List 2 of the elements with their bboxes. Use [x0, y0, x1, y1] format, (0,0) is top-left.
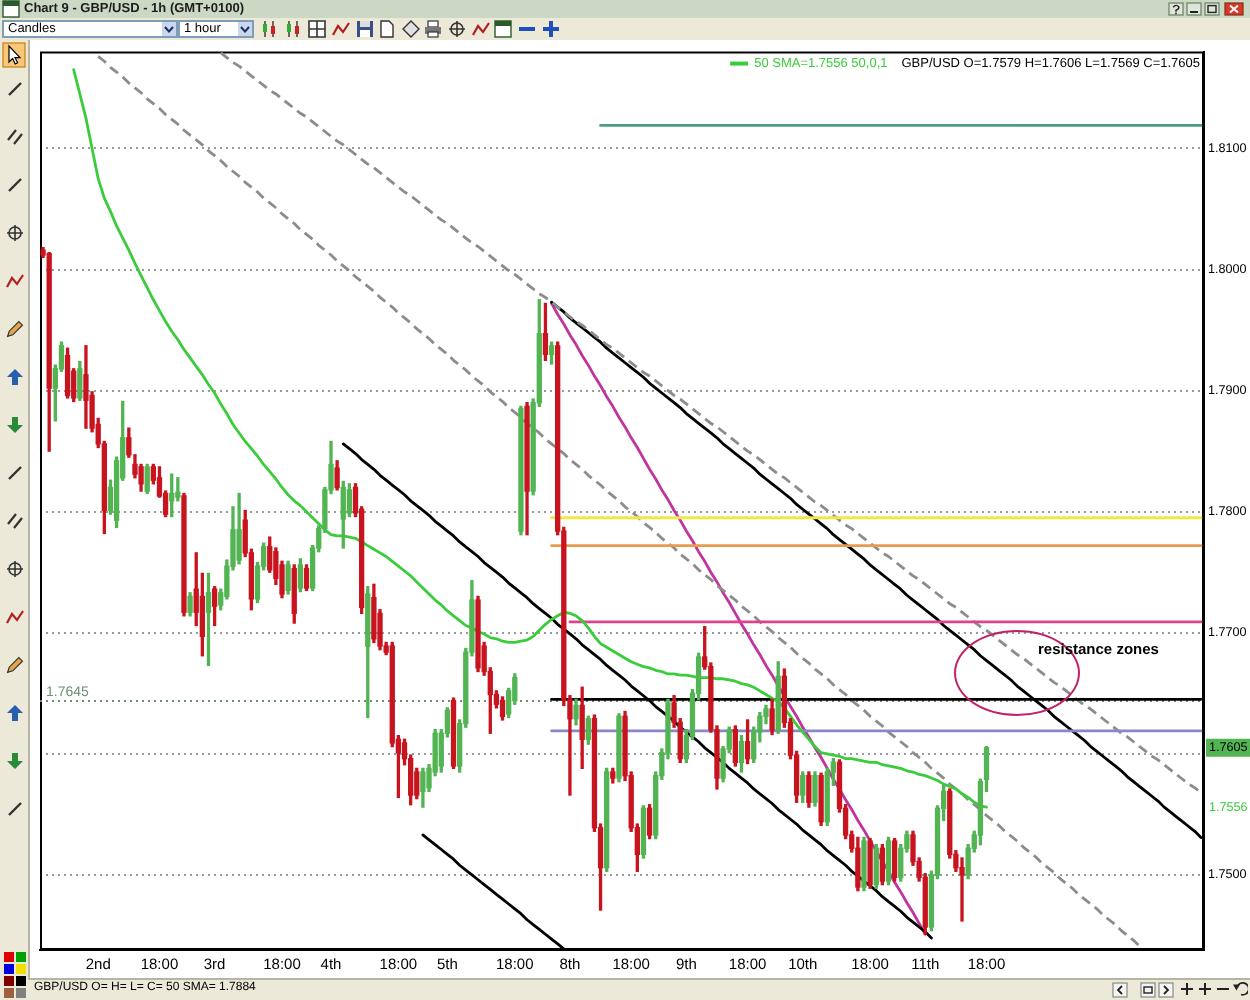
candlestick	[959, 857, 965, 922]
line-series	[219, 51, 1203, 794]
